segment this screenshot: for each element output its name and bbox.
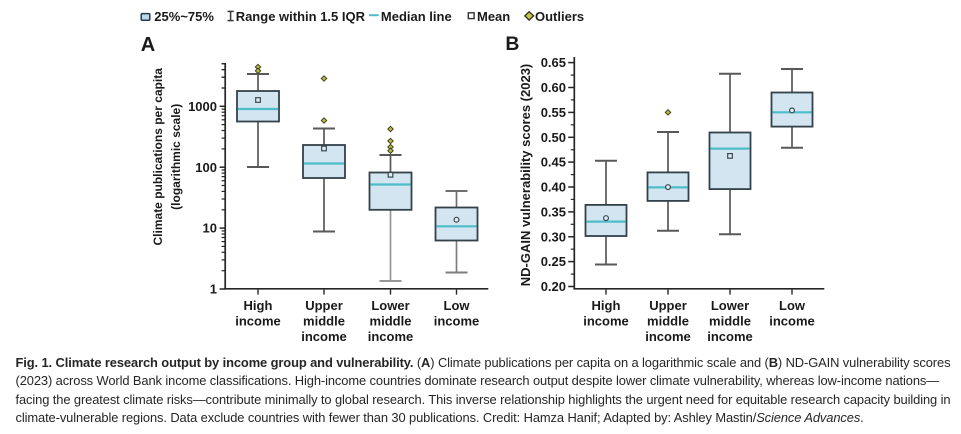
svg-text:income: income	[301, 329, 347, 344]
svg-text:1: 1	[210, 282, 217, 297]
svg-text:0.25: 0.25	[541, 254, 566, 269]
svg-text:income: income	[434, 314, 480, 329]
svg-text:0.30: 0.30	[541, 229, 566, 244]
svg-text:10: 10	[203, 221, 217, 236]
svg-text:middle: middle	[303, 314, 345, 329]
svg-text:middle: middle	[709, 314, 751, 329]
svg-text:(logarithmic scale): (logarithmic scale)	[169, 104, 183, 210]
svg-text:middle: middle	[370, 314, 412, 329]
svg-text:High: High	[592, 298, 621, 313]
svg-text:A: A	[141, 34, 155, 56]
svg-text:Mean: Mean	[477, 9, 510, 24]
svg-text:income: income	[645, 329, 691, 344]
svg-text:ND-GAIN vulnerability scores (: ND-GAIN vulnerability scores (2023)	[518, 64, 533, 287]
svg-text:income: income	[583, 314, 629, 329]
svg-text:25%~75%: 25%~75%	[154, 9, 214, 24]
svg-text:0.40: 0.40	[541, 180, 566, 195]
svg-text:income: income	[769, 314, 815, 329]
svg-text:income: income	[368, 329, 414, 344]
svg-text:income: income	[235, 314, 281, 329]
svg-text:Median line: Median line	[381, 9, 452, 24]
svg-text:B: B	[505, 33, 519, 55]
svg-text:0.60: 0.60	[541, 80, 566, 95]
svg-text:Outliers: Outliers	[535, 9, 584, 24]
svg-text:Low: Low	[779, 298, 806, 313]
svg-text:Low: Low	[444, 298, 471, 313]
svg-text:0.45: 0.45	[541, 155, 566, 170]
svg-text:Lower: Lower	[711, 298, 749, 313]
svg-text:0.55: 0.55	[541, 105, 566, 120]
svg-text:Upper: Upper	[305, 298, 343, 313]
svg-text:0.20: 0.20	[541, 279, 566, 294]
svg-text:0.35: 0.35	[541, 205, 566, 220]
svg-text:middle: middle	[647, 314, 689, 329]
svg-text:Upper: Upper	[649, 298, 687, 313]
svg-text:1000: 1000	[188, 99, 217, 114]
svg-text:Climate publications per capit: Climate publications per capita	[151, 68, 165, 246]
svg-text:Range within 1.5 IQR: Range within 1.5 IQR	[236, 9, 366, 24]
svg-text:income: income	[707, 329, 753, 344]
svg-text:0.50: 0.50	[541, 130, 566, 145]
svg-text:100: 100	[195, 160, 217, 175]
svg-text:High: High	[244, 298, 273, 313]
svg-text:Lower: Lower	[371, 298, 409, 313]
svg-text:0.65: 0.65	[541, 55, 566, 70]
